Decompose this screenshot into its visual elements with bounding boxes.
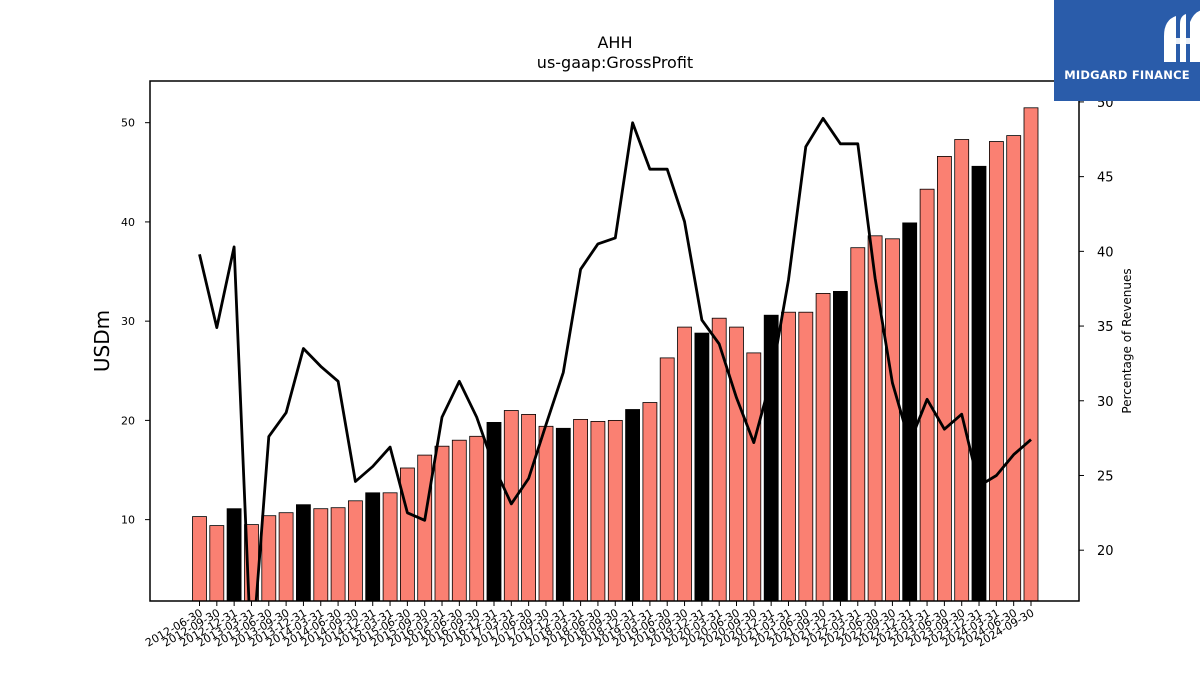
bar-2022-03-31	[850, 247, 866, 602]
y2-tick-label: 45	[1097, 171, 1114, 186]
bar-2022-12-31	[902, 222, 918, 602]
bar-2021-09-30	[815, 292, 831, 602]
logo-mark-icon	[1164, 10, 1200, 62]
y2-tick-label: 35	[1097, 320, 1114, 335]
bar-2023-09-30	[954, 139, 970, 602]
bar-2018-03-31	[573, 418, 588, 602]
bar-2013-06-30	[261, 515, 277, 602]
bar-2019-06-30	[659, 357, 675, 602]
y2-tick-label: 40	[1097, 245, 1114, 260]
bar-2015-09-30	[417, 454, 433, 602]
bar-2020-09-30	[746, 352, 762, 602]
bar-series	[192, 107, 1039, 602]
y2-axis-label: Percentage of Revenues	[1120, 268, 1134, 413]
y-tick-label: 40	[121, 216, 135, 229]
chart-subtitle: us-gaap:GrossProfit	[537, 53, 693, 72]
bar-2022-06-30	[867, 235, 883, 602]
bar-2014-09-30	[347, 500, 363, 602]
bar-2018-09-30	[607, 419, 623, 602]
logo-text: MIDGARD FINANCE	[1064, 68, 1190, 82]
bar-2014-12-31	[365, 492, 381, 602]
bar-2021-12-31	[833, 290, 848, 602]
bar-2020-06-30	[729, 326, 744, 602]
y-axis-left: 10 20 30 40 50	[121, 117, 150, 527]
line-series	[198, 117, 1032, 601]
bar-2012-09-30	[209, 525, 225, 602]
bar-2017-03-31	[503, 410, 519, 602]
bar-2019-12-31	[694, 332, 710, 602]
y-tick-label: 30	[121, 315, 135, 328]
bar-2013-09-30	[278, 512, 294, 602]
bar-2016-03-31	[434, 445, 450, 602]
bar-2022-09-30	[885, 238, 900, 602]
plot-frame	[149, 80, 1080, 602]
x-axis: 2012-06-302012-09-302012-12-312013-03-31…	[143, 601, 1037, 650]
bar-2014-03-31	[313, 508, 329, 602]
percentage-line	[198, 117, 1032, 601]
y-tick-label: 50	[121, 117, 135, 130]
bar-2023-06-30	[937, 155, 952, 602]
bar-2021-06-30	[798, 311, 814, 602]
bar-2023-03-31	[919, 188, 935, 602]
logo: MIDGARD FINANCE	[1054, 0, 1200, 101]
bar-2012-12-31	[226, 508, 242, 602]
bar-2024-03-31	[989, 141, 1004, 602]
bar-2015-03-31	[382, 492, 398, 602]
bar-2018-06-30	[590, 420, 606, 602]
y2-tick-label: 20	[1097, 544, 1114, 559]
bar-2015-06-30	[399, 467, 415, 602]
y2-tick-label: 25	[1097, 469, 1114, 484]
bar-2019-09-30	[677, 326, 692, 602]
bar-2023-12-31	[971, 165, 987, 602]
chart-title: AHH	[597, 33, 632, 52]
bar-2018-12-31	[625, 409, 640, 602]
y2-tick-label: 30	[1097, 395, 1114, 410]
bar-2017-12-31	[555, 427, 571, 602]
y-tick-label: 20	[121, 414, 135, 427]
bar-2017-09-30	[538, 425, 554, 602]
bar-2019-03-31	[642, 402, 658, 602]
bar-2024-09-30	[1023, 107, 1039, 602]
bar-2016-06-30	[451, 439, 467, 602]
bar-2017-06-30	[521, 413, 536, 602]
y-axis-label: USDm	[90, 310, 114, 372]
bar-2014-06-30	[330, 507, 346, 602]
bar-2024-06-30	[1006, 135, 1022, 602]
bar-2021-03-31	[781, 311, 796, 602]
bar-2013-12-31	[295, 504, 311, 602]
bar-2012-06-30	[192, 516, 207, 602]
bar-2016-09-30	[469, 435, 485, 602]
y-tick-label: 10	[121, 514, 135, 527]
